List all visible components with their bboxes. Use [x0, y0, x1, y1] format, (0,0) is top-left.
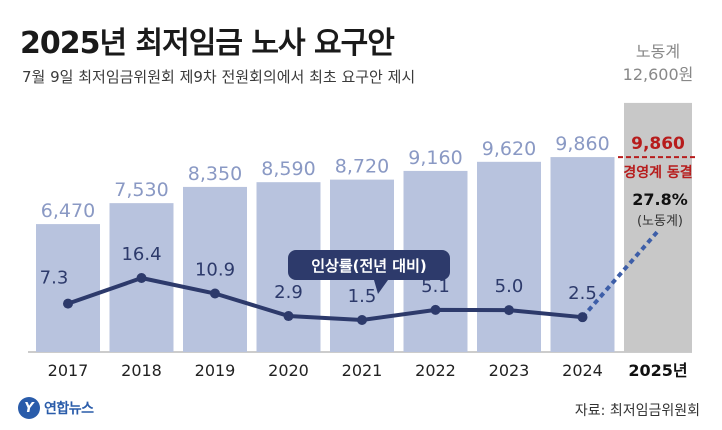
rate-line: [67, 275, 583, 323]
labor-rate-label: 27.8%: [632, 190, 688, 209]
bar-2023: [477, 161, 541, 352]
rate-point: [577, 312, 588, 323]
chart-title: 2025년 최저임금 노사 요구안: [20, 26, 395, 61]
x-tick-label: 2020: [268, 361, 309, 380]
yonhap-logo: Y 연합뉴스: [18, 397, 94, 419]
bar-2019: [183, 186, 247, 352]
rate-point: [63, 298, 73, 309]
employer-value-label: 9,860: [631, 134, 685, 154]
rate-value-label: 5.1: [421, 276, 450, 297]
x-tick-label-2025: 2025년: [628, 361, 687, 380]
rate-value-label: 5.0: [495, 276, 524, 297]
bar-2024: [550, 157, 615, 352]
rate-value-label: 2.9: [274, 282, 303, 303]
series-legend-bubble: [288, 250, 450, 294]
labor-label: 노동계: [636, 42, 680, 61]
x-tick-label: 2018: [121, 361, 162, 380]
bar-value-label: 8,720: [335, 156, 389, 178]
rate-point: [357, 315, 367, 325]
rate-point: [283, 311, 294, 322]
bar-value-label: 8,590: [261, 158, 315, 180]
labor-rate-sub: (노동계): [637, 214, 683, 229]
chart-subtitle: 7월 9일 최저임금위원회 제9차 전원회의에서 최초 요구안 제시: [22, 68, 416, 86]
bar-2025-labor: [624, 102, 692, 353]
bar-value-label: 8,350: [188, 163, 242, 185]
rate-value-label: 2.5: [568, 283, 597, 304]
rate-point: [430, 304, 441, 315]
rate-value-label: 16.4: [121, 244, 161, 265]
bar-value-label: 7,530: [114, 179, 168, 201]
x-tick-label: 2024: [562, 361, 603, 380]
rate-point: [210, 288, 220, 299]
bar-value-label: 6,470: [41, 200, 95, 222]
rate-value-label: 1.5: [348, 286, 377, 307]
x-tick-label: 2021: [342, 361, 383, 380]
employer-label: 경영계 동결: [623, 164, 692, 181]
rate-value-label: 10.9: [195, 260, 235, 281]
rate-value-label: 7.3: [40, 268, 69, 289]
source-note: 자료: 최저임금위원회: [574, 403, 700, 419]
yonhap-logo-icon: Y: [18, 397, 40, 419]
bar-value-label: 9,620: [482, 138, 536, 160]
series-legend-label: 인상률(전년 대비): [311, 257, 427, 275]
rate-projection-line: [580, 229, 660, 319]
rate-point: [136, 273, 147, 283]
x-tick-label: 2023: [489, 361, 530, 380]
logo-text: 연합뉴스: [44, 401, 94, 417]
x-tick-label: 2019: [195, 361, 236, 380]
bar-2017: [36, 224, 100, 352]
bar-value-label: 9,860: [555, 133, 609, 155]
x-tick-label: 2017: [48, 361, 89, 380]
labor-value-label: 12,600원: [623, 65, 694, 84]
bar-value-label: 9,160: [408, 147, 462, 169]
x-tick-label: 2022: [415, 361, 456, 380]
rate-point: [504, 305, 514, 316]
